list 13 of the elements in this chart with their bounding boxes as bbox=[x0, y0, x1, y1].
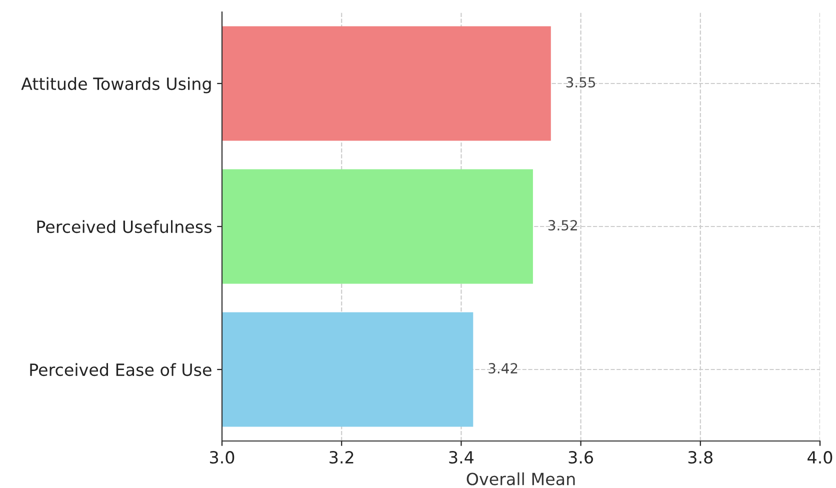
y-tick-label: Perceived Ease of Use bbox=[30, 363, 212, 376]
x-tick-label: 3.2 bbox=[330, 451, 354, 464]
x-tick-label: 3.0 bbox=[210, 451, 234, 464]
y-tick-label: Attitude Towards Using bbox=[21, 77, 211, 94]
x-tick-label: 4.0 bbox=[808, 451, 832, 464]
data-label: 3.42 bbox=[488, 363, 518, 374]
data-label: 3.55 bbox=[566, 77, 596, 88]
data-label: 3.52 bbox=[548, 220, 577, 231]
x-tick-label: 3.8 bbox=[688, 451, 713, 464]
y-tick-label: Perceived Usefulness bbox=[37, 220, 212, 234]
x-tick-label: 3.6 bbox=[568, 451, 594, 464]
x-axis-title: Overall Mean bbox=[466, 472, 575, 486]
x-tick-label: 3.4 bbox=[449, 451, 474, 464]
